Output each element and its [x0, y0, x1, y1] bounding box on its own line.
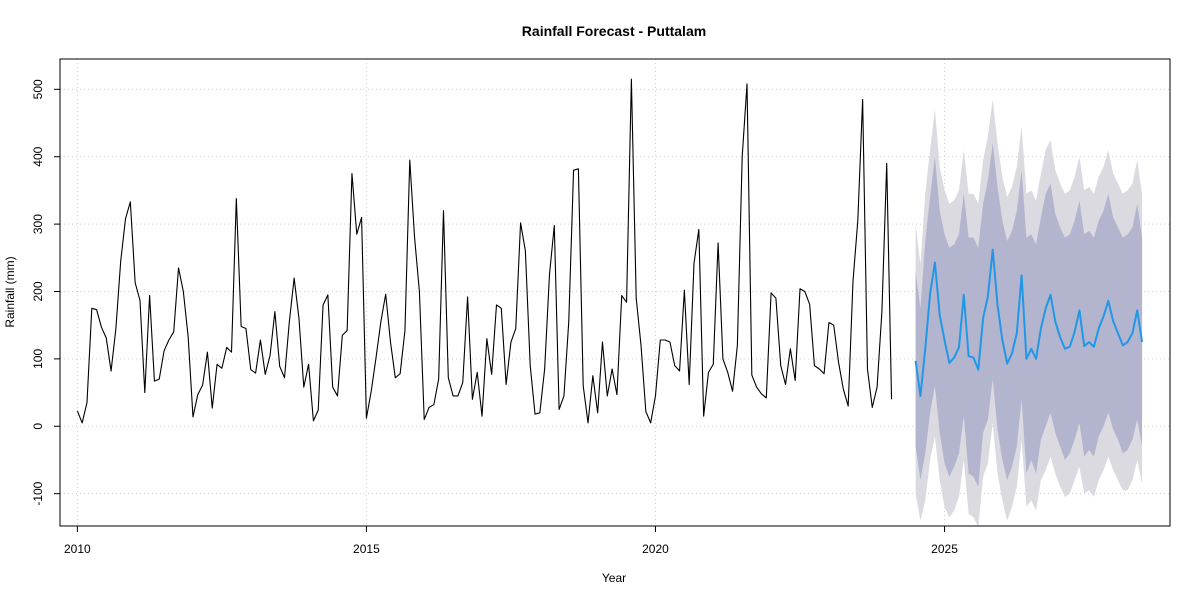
x-tick-label: 2010: [64, 542, 91, 556]
x-axis-label: Year: [602, 571, 626, 585]
band-80: [915, 143, 1143, 487]
observed-series-group: [76, 78, 893, 424]
y-axis: -100 0 100 200 300 400 500: [31, 79, 60, 506]
plot-frame: [59, 58, 1171, 527]
observed-line: [76, 78, 893, 424]
forecast-line: [914, 248, 1144, 397]
chart-title: Rainfall Forecast - Puttalam: [522, 23, 706, 39]
band-80-group: [915, 143, 1143, 487]
y-tick-label: 0: [31, 423, 45, 430]
y-axis-label: Rainfall (mm): [3, 256, 17, 327]
x-tick-label: 2025: [931, 542, 958, 556]
x-tick-label: 2020: [642, 542, 669, 556]
y-tick-label: -100: [31, 481, 45, 505]
forecast-series-group: [914, 248, 1144, 397]
x-axis: 2010 2015 2020 2025: [64, 526, 958, 556]
y-tick-label: 500: [31, 79, 45, 99]
y-tick-label: 400: [31, 146, 45, 166]
y-tick-label: 100: [31, 349, 45, 369]
y-tick-label: 200: [31, 281, 45, 301]
y-tick-label: 300: [31, 214, 45, 234]
x-tick-label: 2015: [353, 542, 380, 556]
